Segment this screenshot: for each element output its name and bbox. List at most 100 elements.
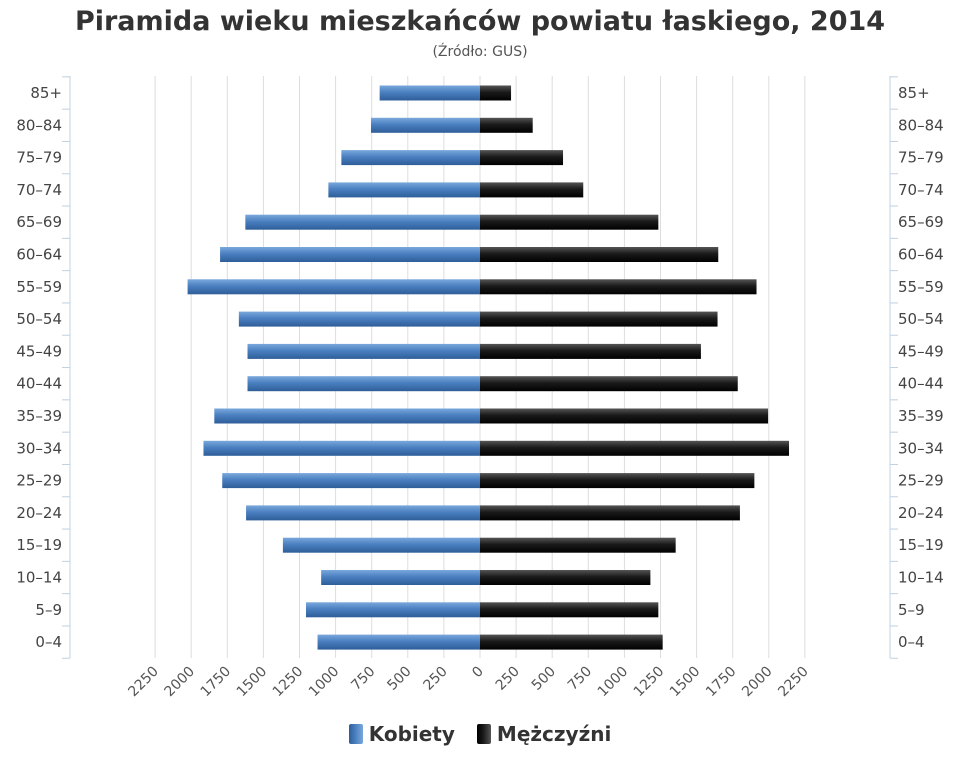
x-tick-label: 2250 [775,664,812,701]
bar-mezczyzni [480,537,676,553]
category-label-right: 70–74 [898,181,944,199]
bar-kobiety [187,279,480,295]
bar-kobiety [321,570,480,585]
category-label-left: 15–19 [16,536,62,554]
bar-mezczyzni [480,473,755,489]
bar-kobiety [246,505,480,521]
category-label-right: 0–4 [898,633,925,651]
category-label-right: 40–44 [898,375,944,393]
x-tick-label: 250 [421,664,451,694]
bar-mezczyzni [480,343,701,359]
bar-mezczyzni [480,311,718,327]
x-tick-label: 1000 [595,664,632,701]
category-label-left: 45–49 [16,342,62,360]
bar-kobiety [282,537,480,553]
bar-kobiety [379,85,480,101]
legend-label-women: Kobiety [368,722,455,746]
category-label-left: 50–54 [16,310,62,328]
chart-title: Piramida wieku mieszkańców powiatu łaski… [74,6,886,37]
bar-kobiety [370,117,480,133]
x-tick-label: 2250 [125,664,162,701]
bar-kobiety [247,376,480,392]
bar-kobiety [238,311,480,327]
category-label-left: 70–74 [16,181,62,199]
category-label-right: 20–24 [898,504,944,522]
legend-swatch-men [476,724,491,744]
bar-kobiety [245,214,480,230]
category-label-right: 55–59 [898,278,944,296]
category-label-left: 75–79 [16,149,62,167]
x-tick-label: 250 [493,664,523,694]
category-label-left: 20–24 [16,504,62,522]
bar-kobiety [305,602,480,618]
x-tick-label: 1500 [234,664,271,701]
category-label-left: 80–84 [16,116,62,134]
x-tick-label: 2000 [739,664,776,701]
category-label-left: 5–9 [35,601,62,619]
x-tick-label: 0 [469,664,487,682]
bar-kobiety [220,247,480,262]
bar-mezczyzni [480,150,564,166]
category-label-right: 35–39 [898,407,944,425]
bar-mezczyzni [480,376,738,392]
bar-kobiety [328,182,480,198]
bar-mezczyzni [480,117,533,133]
x-tick-label: 500 [529,664,559,694]
legend: Kobiety Mężczyźni [0,722,960,746]
category-label-right: 85+ [898,84,930,102]
category-label-right: 50–54 [898,310,944,328]
bar-kobiety [222,473,480,489]
bar-mezczyzni [480,634,663,650]
x-tick-label: 1000 [306,664,343,701]
bar-mezczyzni [480,440,790,456]
category-label-right: 5–9 [898,601,925,619]
category-label-right: 65–69 [898,213,944,231]
category-label-right: 60–64 [898,246,944,264]
category-label-right: 15–19 [898,536,944,554]
category-label-left: 25–29 [16,472,62,490]
x-tick-label: 1750 [198,664,235,701]
bar-mezczyzni [480,182,584,198]
category-label-right: 45–49 [898,342,944,360]
x-tick-label: 1750 [703,664,740,701]
x-tick-label: 750 [565,664,595,694]
category-label-left: 40–44 [16,375,62,393]
x-tick-label: 2000 [162,664,199,701]
chart-subtitle: (Źródło: GUS) [432,44,528,60]
legend-label-men: Mężczyźni [496,722,612,746]
bar-kobiety [203,440,480,456]
bar-kobiety [317,634,480,650]
bar-kobiety [341,150,480,166]
bar-mezczyzni [480,214,659,230]
x-tick-label: 750 [348,664,378,694]
category-label-left: 85+ [30,84,62,102]
category-label-left: 65–69 [16,213,62,231]
x-tick-label: 1250 [631,664,668,701]
x-tick-label: 500 [384,664,414,694]
bar-kobiety [214,408,480,424]
category-label-left: 0–4 [35,633,62,651]
bar-mezczyzni [480,602,659,618]
bar-mezczyzni [480,408,769,424]
x-tick-label: 1250 [270,664,307,701]
legend-item-men[interactable]: Mężczyźni [476,722,612,746]
category-label-left: 30–34 [16,439,62,457]
legend-item-women[interactable]: Kobiety [348,722,455,746]
bar-mezczyzni [480,85,512,101]
category-label-right: 10–14 [898,569,944,587]
category-label-right: 25–29 [898,472,944,490]
category-label-left: 55–59 [16,278,62,296]
bar-mezczyzni [480,505,740,521]
category-label-right: 80–84 [898,116,944,134]
bar-kobiety [247,343,480,359]
category-label-left: 10–14 [16,569,62,587]
legend-swatch-women [348,724,363,744]
x-tick-label: 1500 [667,664,704,701]
bar-mezczyzni [480,247,719,262]
category-label-right: 30–34 [898,439,944,457]
bar-mezczyzni [480,279,757,295]
category-label-left: 35–39 [16,407,62,425]
category-label-left: 60–64 [16,246,62,264]
